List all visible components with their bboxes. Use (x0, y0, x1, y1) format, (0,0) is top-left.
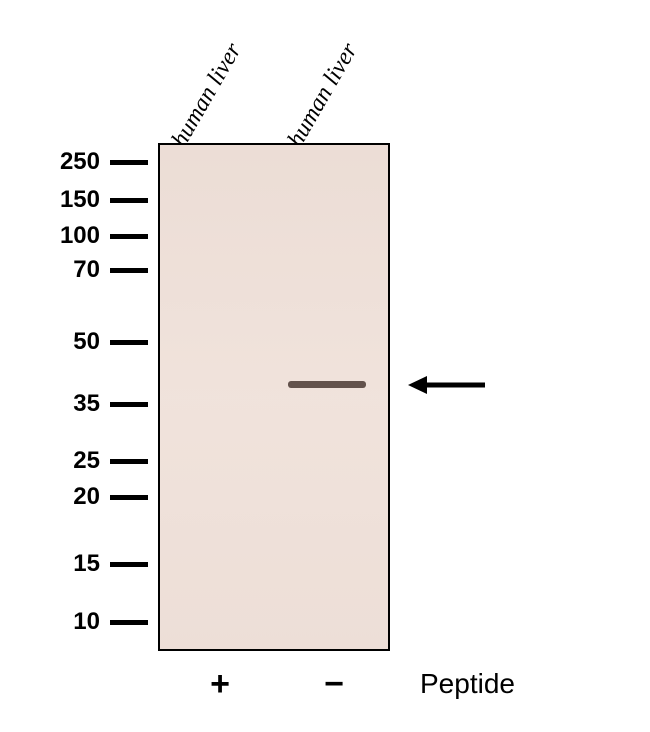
marker-tick-35 (110, 402, 148, 407)
peptide-minus: − (314, 665, 354, 704)
marker-35: 35 (50, 390, 100, 418)
marker-100: 100 (50, 222, 100, 250)
protein-band (288, 381, 366, 388)
marker-tick-10 (110, 620, 148, 625)
marker-10: 10 (50, 608, 100, 636)
marker-20: 20 (50, 483, 100, 511)
marker-tick-100 (110, 234, 148, 239)
peptide-label: Peptide (420, 668, 515, 700)
marker-tick-250 (110, 160, 148, 165)
blot-texture (160, 145, 388, 649)
marker-150: 150 (50, 186, 100, 214)
marker-tick-50 (110, 340, 148, 345)
marker-25: 25 (50, 447, 100, 475)
lane-label-1: human liver (167, 39, 248, 152)
band-arrow-icon (405, 370, 490, 400)
blot-membrane (158, 143, 390, 651)
marker-tick-25 (110, 459, 148, 464)
marker-tick-15 (110, 562, 148, 567)
marker-50: 50 (50, 328, 100, 356)
lane-label-2: human liver (283, 39, 364, 152)
marker-tick-70 (110, 268, 148, 273)
marker-tick-150 (110, 198, 148, 203)
peptide-plus: + (200, 665, 240, 704)
figure-container: human liver human liver 250 150 100 70 5… (0, 0, 650, 732)
marker-70: 70 (50, 256, 100, 284)
marker-250: 250 (50, 148, 100, 176)
marker-15: 15 (50, 550, 100, 578)
marker-tick-20 (110, 495, 148, 500)
